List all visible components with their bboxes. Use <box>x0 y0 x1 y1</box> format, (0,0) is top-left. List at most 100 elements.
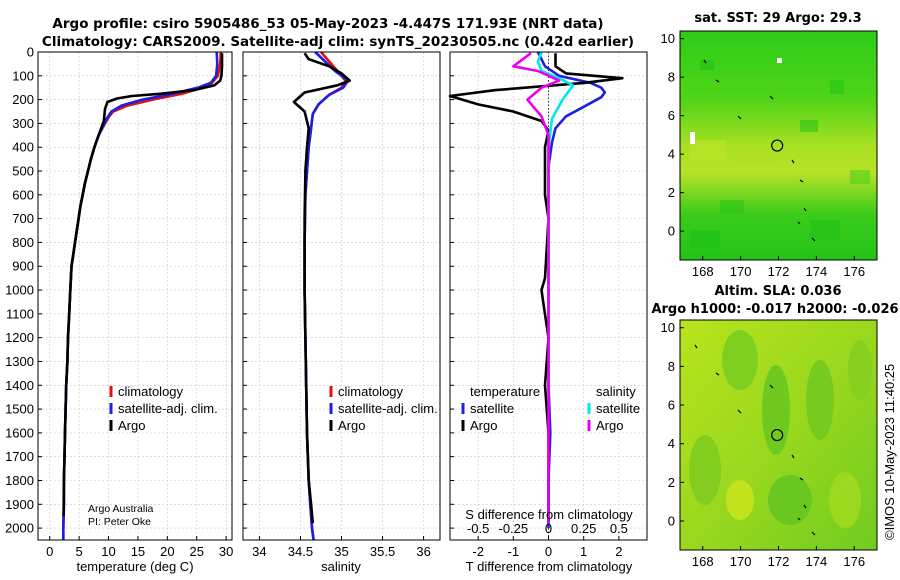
series-line-satellite-adj-clim- <box>61 51 219 540</box>
series-line-climatology <box>61 51 223 540</box>
y-tick-label: 300 <box>12 116 34 131</box>
difference-legend: temperature salinity satellite Argo sate… <box>461 384 640 433</box>
temperature-panel: 0 5 10 15 20 25 300100200300400500600700800900… <box>5 45 233 560</box>
x-tick-label: 1 <box>580 544 587 559</box>
y-tick-label: 1000 <box>5 283 34 298</box>
legend-label-climatology: climatology <box>118 384 184 399</box>
legend-label-argo: Argo <box>118 418 145 433</box>
y-tick-label: 1700 <box>5 449 34 464</box>
map-x-tick-label: 174 <box>806 554 828 569</box>
map-y-tick-label: 2 <box>668 185 675 200</box>
y-tick-label: 900 <box>12 259 34 274</box>
sst-island-marks <box>703 59 816 242</box>
y-tick-label: 1800 <box>5 473 34 488</box>
legend-label-s-argo: Argo <box>596 418 623 433</box>
x2-tick-label: -0.25 <box>499 521 529 536</box>
y-tick-label: 1100 <box>6 306 34 321</box>
map-x-tick-label: 176 <box>843 264 865 279</box>
argo-location-marker <box>771 139 784 152</box>
map-x-tick-label: 174 <box>806 264 828 279</box>
y-tick-label: 700 <box>12 211 34 226</box>
difference-xlabel-temperature: T difference from climatology <box>466 559 633 574</box>
legend-label-argo: Argo <box>338 418 365 433</box>
legend-label-t-satellite: satellite <box>470 401 514 416</box>
legend-label-satellite: satellite-adj. clim. <box>118 401 218 416</box>
y-tick-label: 500 <box>12 164 34 179</box>
sla-map: 168 170 172 174 176 10 8 6 4 2 0 <box>661 319 878 569</box>
legend-label-t-argo: Argo <box>470 418 497 433</box>
x-tick-label: 35 <box>334 544 348 559</box>
map-x-tick-label: 176 <box>843 554 865 569</box>
x-tick-label: 30 <box>219 544 233 559</box>
x-tick-label: 25 <box>189 544 203 559</box>
map-y-tick-label: 4 <box>668 436 675 451</box>
map-x-tick-label: 168 <box>692 554 714 569</box>
map-x-tick-label: 172 <box>768 264 790 279</box>
series-line-argo <box>62 53 224 517</box>
difference-panel: -2 -1 0 1 2 -0.5 -0.25 0 0.25 0.5 <box>448 51 648 559</box>
axes-frame <box>37 51 233 541</box>
series-line-s-argo <box>511 52 561 524</box>
annotation-pi: PI: Peter Oke <box>88 516 151 528</box>
series-line-argo <box>292 52 352 524</box>
x-tick-label: 0 <box>46 544 53 559</box>
x-tick-label: 35.5 <box>370 544 395 559</box>
x-tick-label: -1 <box>508 544 520 559</box>
y-tick-label: 100 <box>12 68 34 83</box>
argo-location-marker <box>771 428 784 442</box>
salinity-panel: 34 34.5 35 35.5 36 <box>242 51 441 559</box>
x-tick-label: 10 <box>101 544 115 559</box>
sst-map: 168 170 172 174 176 10 8 6 4 2 0 <box>661 30 878 279</box>
y-tick-label: 1400 <box>5 378 34 393</box>
salinity-xlabel: salinity <box>321 559 361 574</box>
legend-label-satellite: satellite-adj. clim. <box>338 401 438 416</box>
figure-title-line2: Climatology: CARS2009. Satellite-adj cli… <box>42 34 634 50</box>
difference-xlabel-salinity: S difference from climatology <box>465 507 633 522</box>
series-line-t-argo <box>448 53 624 524</box>
map-y-tick-label: 2 <box>668 475 675 490</box>
map-y-tick-label: 6 <box>668 108 675 123</box>
temperature-xlabel: temperature (deg C) <box>76 559 193 574</box>
map-y-tick-label: 8 <box>668 70 675 85</box>
sst-missing-pixel <box>690 132 695 144</box>
temperature-legend: climatology satellite-adj. clim. Argo <box>109 384 218 433</box>
x2-tick-label: 0.25 <box>571 521 596 536</box>
sla-island-marks <box>694 344 816 536</box>
y-tick-label: 1900 <box>5 497 34 512</box>
map-x-tick-label: 168 <box>692 264 714 279</box>
map-y-tick-label: 4 <box>668 147 675 162</box>
map-x-tick-label: 170 <box>730 264 752 279</box>
figure-title-line1: Argo profile: csiro 5905486_53 05-May-20… <box>52 16 603 32</box>
x-tick-label: 5 <box>76 544 83 559</box>
credit-text: ©IMOS 10-May-2023 11:40:25 <box>882 364 897 540</box>
y-tick-label: 200 <box>12 92 34 107</box>
legend-title-salinity: salinity <box>596 384 636 399</box>
y-tick-label: 2000 <box>5 521 34 536</box>
salinity-legend: climatology satellite-adj. clim. Argo <box>329 384 438 433</box>
y-tick-label: 1500 <box>5 402 34 417</box>
x-tick-label: 15 <box>131 544 145 559</box>
x-tick-label: 34.5 <box>288 544 313 559</box>
sla-map-title-line1: Altim. SLA: 0.036 <box>715 284 842 299</box>
map-x-tick-label: 170 <box>730 554 752 569</box>
sla-texture <box>689 330 872 528</box>
sla-map-title-line2: Argo h1000: -0.017 h2000: -0.026 <box>651 302 898 317</box>
x-tick-label: 20 <box>160 544 174 559</box>
x-tick-label: 36 <box>416 544 430 559</box>
y-tick-label: 1300 <box>5 354 34 369</box>
legend-label-climatology: climatology <box>338 384 404 399</box>
y-tick-label: 800 <box>12 235 34 250</box>
map-y-tick-label: 10 <box>661 320 675 335</box>
map-x-tick-label: 172 <box>768 554 790 569</box>
map-y-tick-label: 0 <box>668 224 675 239</box>
x-tick-label: 0 <box>545 544 552 559</box>
legend-title-temperature: temperature <box>470 384 540 399</box>
y-tick-label: 0 <box>27 45 34 60</box>
x-tick-label: 2 <box>615 544 622 559</box>
x-tick-label: -2 <box>472 544 484 559</box>
x2-tick-label: -0.5 <box>467 521 489 536</box>
map-y-tick-label: 10 <box>661 31 675 46</box>
x-tick-label: 34 <box>252 544 266 559</box>
y-tick-label: 1200 <box>5 330 34 345</box>
